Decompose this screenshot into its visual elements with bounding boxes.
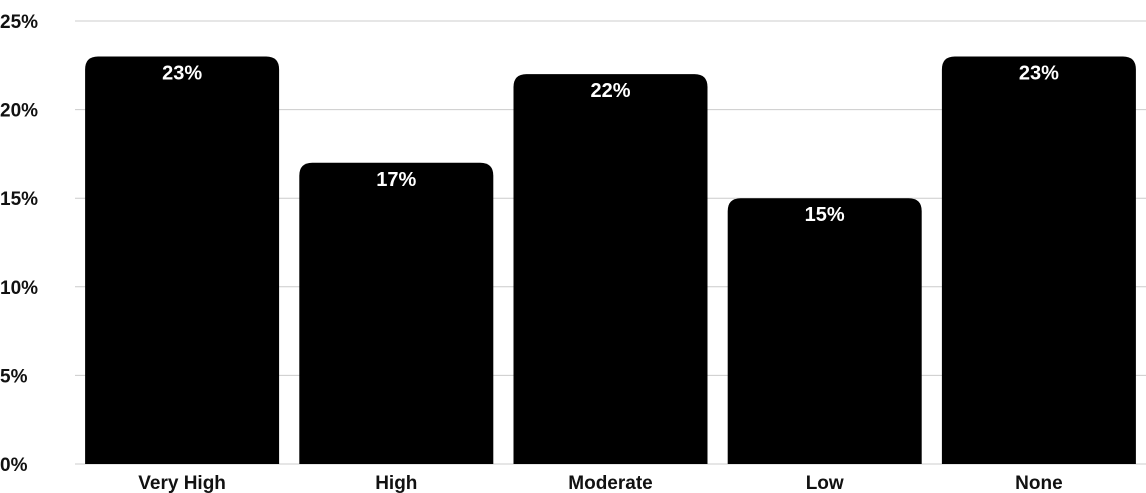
- bar-value-label: 15%: [805, 204, 845, 226]
- y-tick-label: 0%: [0, 455, 28, 476]
- x-axis-categories: Very High High Moderate Low None: [138, 473, 1062, 493]
- bar: [727, 198, 922, 464]
- bars: [85, 56, 1136, 464]
- y-axis-ticks: 0% 5% 10% 15% 20% 25%: [0, 12, 38, 476]
- bar-value-label: 23%: [1019, 62, 1059, 84]
- bar: [85, 56, 280, 464]
- y-tick-label: 25%: [0, 12, 38, 33]
- bar-value-label: 23%: [162, 62, 202, 84]
- x-category-label: High: [375, 473, 417, 493]
- x-category-label: Low: [806, 473, 844, 493]
- y-tick-label: 15%: [0, 189, 38, 210]
- y-tick-label: 20%: [0, 101, 38, 122]
- x-category-label: None: [1015, 473, 1063, 493]
- y-tick-label: 5%: [0, 366, 28, 387]
- bar: [513, 74, 708, 464]
- bar: [941, 56, 1136, 464]
- x-category-label: Very High: [138, 473, 226, 493]
- x-category-label: Moderate: [568, 473, 652, 493]
- y-tick-label: 10%: [0, 278, 38, 299]
- bar-value-labels: 23% 17% 22% 15% 23%: [162, 62, 1059, 226]
- bar: [299, 162, 494, 464]
- bar-value-label: 22%: [590, 80, 630, 102]
- bar-value-label: 17%: [376, 169, 416, 191]
